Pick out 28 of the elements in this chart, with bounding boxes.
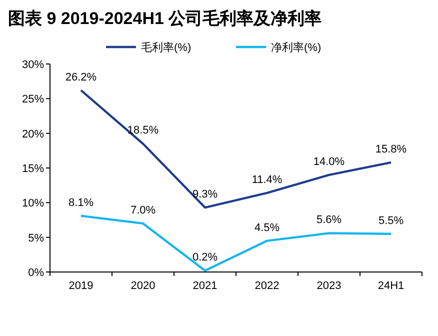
x-tick-label: 2019 bbox=[68, 280, 94, 292]
data-label: 11.4% bbox=[252, 174, 282, 186]
y-tick-label: 5% bbox=[28, 232, 44, 244]
data-label: 8.1% bbox=[68, 196, 94, 209]
data-label: 18.5% bbox=[127, 124, 159, 137]
data-label: 5.6% bbox=[316, 214, 342, 226]
y-tick-label: 30% bbox=[22, 59, 44, 71]
data-label: 0.2% bbox=[192, 252, 218, 264]
x-tick-label: 2023 bbox=[316, 280, 342, 292]
chart-title: 图表 9 2019-2024H1 公司毛利率及净利率 bbox=[8, 9, 322, 28]
y-tick-label: 25% bbox=[22, 94, 44, 106]
data-label: 14.0% bbox=[313, 156, 345, 168]
y-tick-label: 15% bbox=[22, 163, 44, 175]
y-tick-label: 20% bbox=[22, 128, 44, 140]
data-label: 26.2% bbox=[65, 71, 97, 84]
data-label: 4.5% bbox=[254, 222, 280, 234]
y-tick-label: 10% bbox=[22, 198, 44, 210]
x-tick-label: 24H1 bbox=[378, 280, 404, 292]
data-label: 5.5% bbox=[378, 214, 404, 227]
legend-label: 净利率(%) bbox=[271, 41, 322, 54]
data-label: 15.8% bbox=[375, 143, 407, 156]
x-tick-label: 2022 bbox=[254, 280, 280, 292]
data-label: 7.0% bbox=[130, 204, 156, 216]
y-tick-label: 0% bbox=[28, 267, 44, 279]
data-label: 9.3% bbox=[192, 188, 218, 201]
legend-label: 毛利率(%) bbox=[141, 41, 192, 54]
x-tick-label: 2020 bbox=[130, 280, 156, 292]
x-tick-label: 2021 bbox=[192, 280, 218, 292]
